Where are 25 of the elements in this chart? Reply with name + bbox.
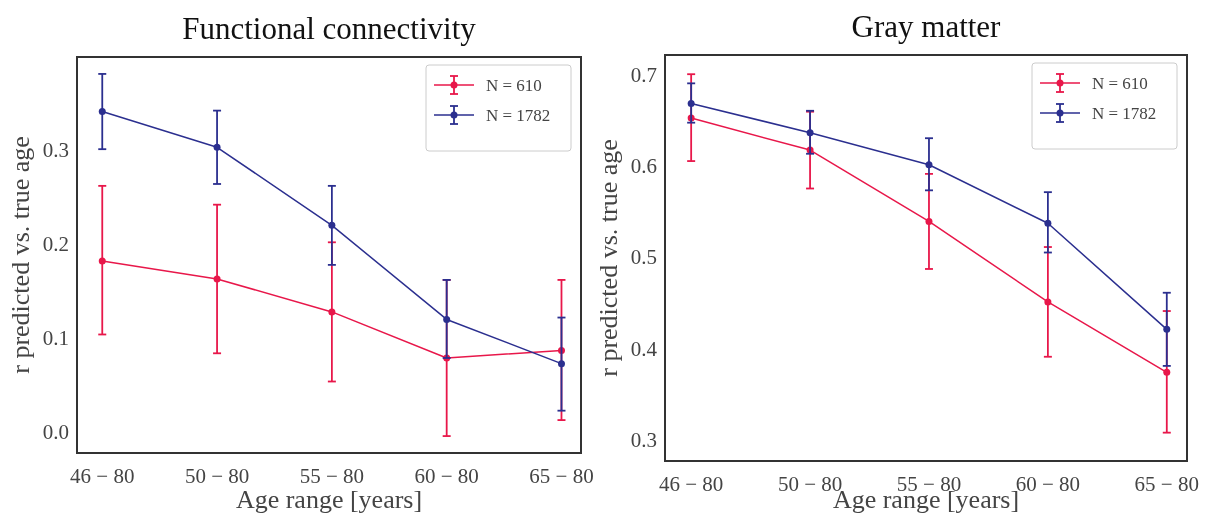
x-tick-label: 50 − 80 [184, 464, 250, 488]
y-tick-label: 0.7 [630, 62, 657, 87]
y-tick-label: 0.0 [42, 419, 69, 444]
x-tick-label: 65 − 80 [529, 464, 594, 488]
x-tick-label: 55 − 80 [299, 464, 365, 488]
x-tick-label: 46 − 80 [658, 472, 724, 496]
legend-label: N = 1782 [1092, 103, 1157, 123]
y-tick-label: 0.3 [42, 137, 69, 162]
y-tick-label: 0.2 [42, 231, 69, 256]
y-tick-label: 0.6 [630, 153, 657, 178]
y-tick-label: 0.5 [630, 245, 657, 270]
y-tick-label: 0.4 [630, 336, 658, 361]
x-tick-label: 65 − 80 [1134, 472, 1199, 496]
y-tick-label: 0.3 [630, 428, 657, 453]
x-axis-title: Age range [years] [235, 485, 423, 514]
legend-label: N = 610 [1092, 73, 1148, 93]
y-tick-label: 0.1 [42, 325, 69, 350]
x-tick-label: 60 − 80 [414, 464, 479, 488]
chart-title: Functional connectivity [182, 11, 477, 46]
y-axis-title: r predicted vs. true age [6, 136, 35, 374]
legend-label: N = 1782 [486, 105, 551, 125]
legend-label: N = 610 [486, 75, 542, 95]
x-tick-label: 46 − 80 [70, 464, 135, 488]
y-axis-title: r predicted vs. true age [594, 139, 623, 377]
chart-title: Gray matter [851, 9, 1002, 44]
